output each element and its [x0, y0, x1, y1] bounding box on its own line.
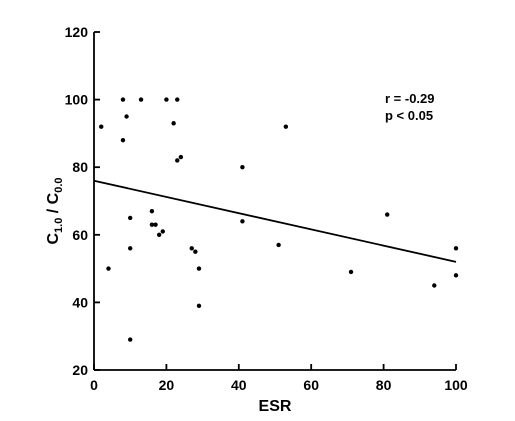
- data-point: [175, 158, 180, 163]
- axes: [93, 32, 456, 371]
- data-point: [193, 249, 198, 254]
- data-point: [128, 337, 133, 342]
- x-tick-label: 0: [90, 377, 98, 393]
- data-point: [120, 137, 126, 143]
- y-label-sub1: 1.0: [53, 218, 65, 233]
- x-tick-label: 20: [159, 377, 175, 393]
- y-label-main: C: [45, 233, 62, 245]
- data-point: [160, 229, 165, 234]
- data-point: [124, 114, 129, 119]
- data-point: [128, 215, 133, 221]
- data-points: [99, 97, 459, 342]
- data-point: [196, 303, 202, 308]
- data-point: [149, 208, 155, 214]
- data-point: [348, 269, 354, 275]
- data-point: [120, 97, 126, 102]
- y-tick-label: 120: [65, 24, 89, 40]
- data-point: [156, 232, 162, 237]
- y-tick-label: 100: [65, 92, 89, 108]
- data-point: [453, 246, 459, 251]
- data-point: [164, 97, 169, 102]
- data-point: [196, 266, 202, 271]
- data-point: [283, 124, 289, 129]
- data-point: [106, 266, 111, 271]
- data-point: [138, 97, 144, 102]
- y-tick-label: 60: [72, 227, 88, 243]
- data-point: [99, 124, 104, 129]
- x-tick-label: 100: [444, 377, 468, 393]
- x-tick-label: 60: [303, 377, 319, 393]
- annotation-r: r = -0.29: [385, 91, 435, 106]
- y-tick-label: 80: [72, 159, 88, 175]
- regression-line: [93, 179, 457, 263]
- data-point: [153, 222, 158, 227]
- data-point: [128, 246, 133, 251]
- data-point: [385, 212, 390, 217]
- y-label-slash: / C: [45, 192, 62, 217]
- y-axis-label: C1.0 / C0.0: [45, 177, 65, 244]
- data-point: [240, 165, 245, 170]
- data-point: [453, 273, 459, 278]
- annotation-p: p < 0.05: [385, 108, 433, 123]
- x-tick-label: 40: [231, 377, 247, 393]
- data-point: [178, 154, 184, 160]
- data-point: [432, 283, 437, 288]
- data-point: [175, 97, 180, 102]
- x-tick-label: 80: [376, 377, 392, 393]
- data-point: [189, 246, 194, 251]
- y-tick-label: 40: [72, 294, 88, 310]
- y-label-sub2: 0.0: [53, 177, 65, 192]
- y-tick-label: 20: [72, 362, 88, 378]
- data-point: [276, 242, 281, 248]
- data-point: [240, 219, 245, 224]
- data-point: [149, 222, 155, 227]
- data-point: [171, 121, 176, 126]
- x-axis-label: ESR: [259, 398, 292, 415]
